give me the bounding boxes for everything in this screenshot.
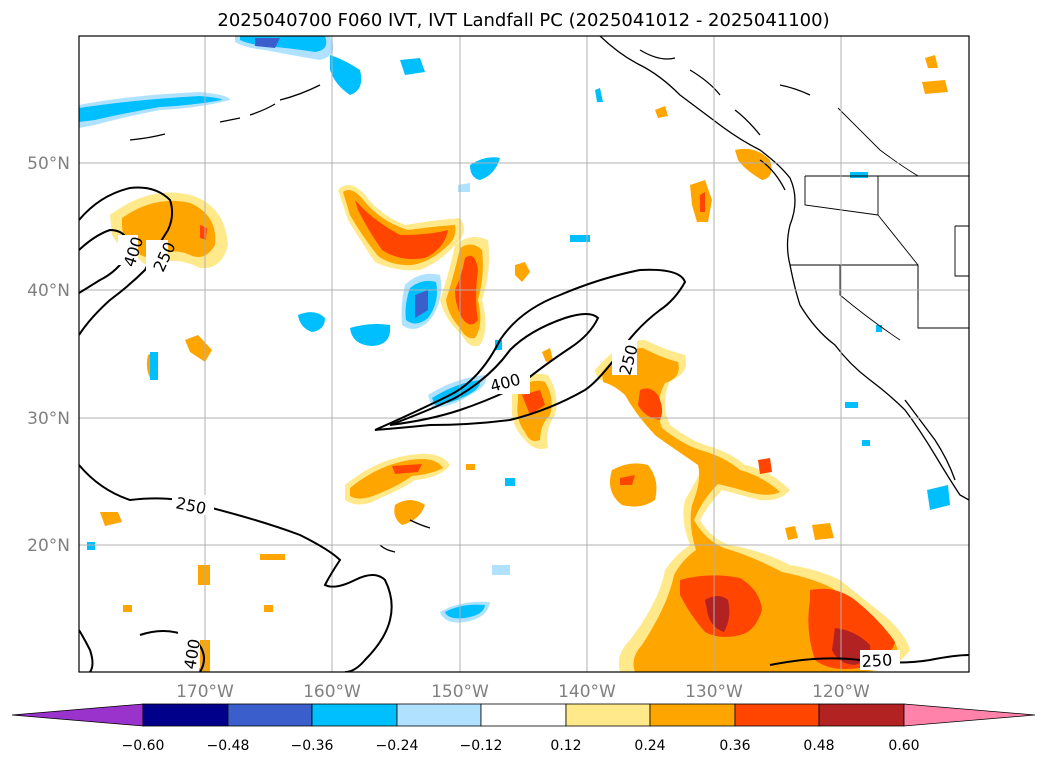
- colorbar-underflow: [11, 703, 144, 727]
- lat-label: 20°N: [27, 536, 70, 556]
- colorbar-ticks: −0.60 −0.48 −0.36 −0.24 −0.12 0.12 0.24 …: [122, 738, 920, 754]
- colorbar-bin: [396, 703, 482, 727]
- colorbar-tick: −0.60: [122, 738, 165, 754]
- colorbar: [11, 703, 1036, 727]
- colorbar-tick: 0.12: [550, 738, 581, 754]
- colorbar-tick: −0.48: [207, 738, 250, 754]
- state-borders: [790, 107, 969, 341]
- map-background: [79, 36, 969, 672]
- lon-label: 150°W: [431, 682, 489, 702]
- lon-label: 120°W: [812, 682, 870, 702]
- contour-label: 250: [861, 650, 892, 671]
- gridlines: [79, 36, 969, 672]
- latitude-labels: 50°N 40°N 30°N 20°N: [27, 154, 70, 556]
- map-title: 2025040700 F060 IVT, IVT Landfall PC (20…: [217, 10, 830, 31]
- colorbar-bin: [311, 703, 398, 727]
- colorbar-tick: 0.24: [634, 738, 665, 754]
- colorbar-tick: 0.36: [719, 738, 750, 754]
- colorbar-tick: −0.24: [376, 738, 419, 754]
- lat-label: 30°N: [27, 409, 70, 429]
- colorbar-tick: −0.12: [460, 738, 503, 754]
- colorbar-bin: [565, 703, 651, 727]
- lat-label: 40°N: [27, 281, 70, 301]
- lon-label: 140°W: [558, 682, 616, 702]
- negative-pc-regions: [79, 36, 950, 623]
- colorbar-bin: [227, 703, 313, 727]
- colorbar-tick: 0.60: [888, 738, 919, 754]
- colorbar-tick: 0.48: [803, 738, 834, 754]
- lat-label: 50°N: [27, 154, 70, 174]
- lon-label: 160°W: [303, 682, 361, 702]
- colorbar-bin: [818, 703, 905, 727]
- colorbar-bin: [649, 703, 736, 727]
- longitude-labels: 170°W 160°W 150°W 140°W 130°W 120°W: [176, 682, 870, 702]
- colorbar-tick: −0.36: [291, 738, 334, 754]
- coastlines: [129, 36, 969, 553]
- colorbar-bin: [142, 703, 229, 727]
- lon-label: 130°W: [685, 682, 743, 702]
- colorbar-bin: [734, 703, 820, 727]
- colorbar-bin: [480, 703, 567, 727]
- map-frame: [78, 35, 970, 673]
- colorbar-overflow: [903, 703, 1036, 727]
- lon-label: 170°W: [176, 682, 234, 702]
